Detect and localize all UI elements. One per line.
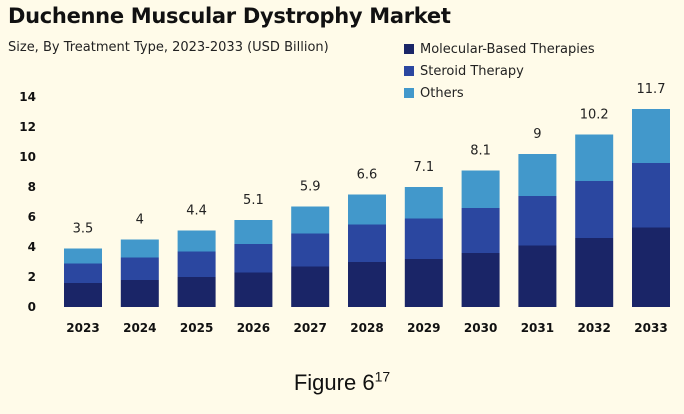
bar-2026-molecular-based-therapies bbox=[234, 272, 273, 307]
bar-2033-molecular-based-therapies bbox=[632, 227, 670, 307]
total-label-2029: 7.1 bbox=[413, 160, 434, 175]
bar-2027-molecular-based-therapies bbox=[291, 266, 330, 307]
bar-2023-steroid-therapy bbox=[64, 263, 102, 283]
y-tick-label-14: 14 bbox=[19, 90, 36, 104]
figure-caption-reference: 17 bbox=[374, 368, 391, 385]
total-label-2033: 11.7 bbox=[637, 82, 666, 97]
figure-caption: Figure 617 bbox=[0, 370, 684, 396]
legend-label-others: Others bbox=[420, 85, 464, 101]
total-label-2024: 4 bbox=[136, 213, 144, 228]
x-tick-label-2033: 2033 bbox=[634, 321, 667, 335]
bar-2032-steroid-therapy bbox=[575, 181, 614, 238]
bar-2024-molecular-based-therapies bbox=[120, 280, 159, 307]
bar-2033-others bbox=[632, 109, 670, 163]
x-tick-label-2024: 2024 bbox=[123, 321, 156, 335]
total-label-2025: 4.4 bbox=[186, 204, 207, 219]
bar-2027-steroid-therapy bbox=[291, 233, 330, 267]
bar-2033-steroid-therapy bbox=[632, 163, 670, 228]
bar-2031-others bbox=[518, 154, 557, 196]
bar-2030-molecular-based-therapies bbox=[461, 253, 500, 307]
bar-2026-steroid-therapy bbox=[234, 244, 273, 273]
legend-item-others: Others bbox=[404, 82, 595, 104]
total-label-2030: 8.1 bbox=[470, 144, 491, 159]
bar-2030-steroid-therapy bbox=[461, 208, 500, 253]
legend-item-molecular: Molecular-Based Therapies bbox=[404, 38, 595, 60]
bar-2032-others bbox=[575, 134, 614, 181]
legend-swatch-others bbox=[404, 88, 414, 98]
x-tick-label-2030: 2030 bbox=[464, 321, 497, 335]
legend-swatch-steroid bbox=[404, 66, 414, 76]
stacked-bar-chart: 0 2 4 6 8 10 12 14 3.5 2023 4 2024 4.4 2025 5.1 2026 5.9… bbox=[19, 82, 670, 335]
y-tick-label-12: 12 bbox=[19, 120, 36, 134]
x-tick-label-2028: 2028 bbox=[350, 321, 383, 335]
bar-2029-molecular-based-therapies bbox=[404, 259, 443, 307]
chart-title: Duchenne Muscular Dystrophy Market bbox=[8, 4, 451, 28]
x-tick-label-2025: 2025 bbox=[180, 321, 213, 335]
bar-2025-steroid-therapy bbox=[177, 251, 216, 277]
total-label-2028: 6.6 bbox=[357, 168, 378, 183]
chart-subtitle: Size, By Treatment Type, 2023-2033 (USD … bbox=[8, 40, 329, 55]
total-label-2031: 9 bbox=[533, 127, 541, 142]
x-tick-label-2032: 2032 bbox=[577, 321, 610, 335]
bar-2028-others bbox=[348, 194, 386, 225]
bar-2029-steroid-therapy bbox=[404, 218, 443, 259]
legend-item-steroid: Steroid Therapy bbox=[404, 60, 595, 82]
legend-swatch-molecular bbox=[404, 44, 414, 54]
legend-label-molecular: Molecular-Based Therapies bbox=[420, 41, 595, 57]
chart-legend: Molecular-Based Therapies Steroid Therap… bbox=[404, 38, 595, 104]
y-tick-label-6: 6 bbox=[28, 210, 36, 224]
x-tick-label-2023: 2023 bbox=[66, 321, 99, 335]
bar-2025-molecular-based-therapies bbox=[177, 277, 216, 307]
bar-2027-others bbox=[291, 206, 330, 234]
bar-2024-others bbox=[120, 239, 159, 258]
x-tick-label-2029: 2029 bbox=[407, 321, 440, 335]
bar-2031-steroid-therapy bbox=[518, 196, 557, 246]
y-tick-label-2: 2 bbox=[28, 270, 36, 284]
bar-2024-steroid-therapy bbox=[120, 257, 159, 280]
y-tick-label-0: 0 bbox=[28, 300, 36, 314]
figure-caption-text: Figure 6 bbox=[293, 370, 375, 395]
total-label-2023: 3.5 bbox=[73, 222, 94, 237]
y-tick-label-4: 4 bbox=[28, 240, 36, 254]
y-tick-label-8: 8 bbox=[28, 180, 36, 194]
bar-2030-others bbox=[461, 170, 500, 208]
x-tick-label-2026: 2026 bbox=[237, 321, 270, 335]
bar-2023-molecular-based-therapies bbox=[64, 283, 102, 307]
bar-2026-others bbox=[234, 220, 273, 244]
total-label-2026: 5.1 bbox=[243, 193, 264, 208]
bar-2028-molecular-based-therapies bbox=[348, 262, 386, 307]
bar-2029-others bbox=[404, 187, 443, 219]
bar-2028-steroid-therapy bbox=[348, 224, 386, 262]
total-label-2027: 5.9 bbox=[300, 180, 321, 195]
total-label-2032: 10.2 bbox=[580, 108, 609, 123]
x-tick-label-2031: 2031 bbox=[521, 321, 554, 335]
bar-2025-others bbox=[177, 230, 216, 252]
bar-2032-molecular-based-therapies bbox=[575, 238, 614, 307]
bar-2023-others bbox=[64, 248, 102, 264]
y-tick-label-10: 10 bbox=[19, 150, 36, 164]
legend-label-steroid: Steroid Therapy bbox=[420, 63, 524, 79]
bar-2031-molecular-based-therapies bbox=[518, 245, 557, 307]
x-tick-label-2027: 2027 bbox=[293, 321, 326, 335]
